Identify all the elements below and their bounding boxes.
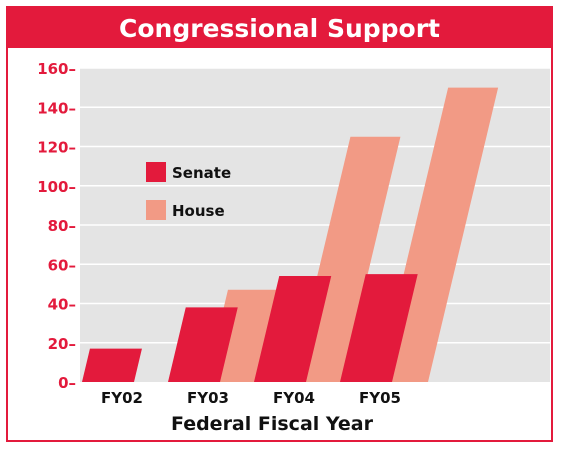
y-tick-label: 140–: [37, 99, 76, 117]
y-tick-label: 100–: [37, 178, 76, 196]
x-axis-categories: FY02 FY03 FY04 FY05: [101, 389, 401, 407]
x-category-label: FY02: [101, 389, 143, 407]
legend: Senate House: [146, 162, 231, 220]
x-category-label: FY05: [359, 389, 401, 407]
x-category-label: FY03: [187, 389, 229, 407]
bar-senate-fy04: [254, 276, 332, 382]
bar-senate-fy02: [82, 348, 142, 382]
legend-label-senate: Senate: [172, 164, 231, 182]
chart-title: Congressional Support: [8, 8, 551, 48]
legend-label-house: House: [172, 202, 225, 220]
legend-swatch-senate: [146, 162, 166, 182]
x-category-label: FY04: [273, 389, 315, 407]
y-axis-ticks: 0– 20– 40– 60– 80– 100– 120– 140– 160–: [37, 60, 76, 392]
y-tick-label: 120–: [37, 139, 76, 157]
y-tick-label: 80–: [48, 217, 76, 235]
bar-senate-fy03: [168, 307, 238, 382]
x-axis-title: Federal Fiscal Year: [171, 413, 374, 435]
y-tick-label: 160–: [37, 60, 76, 78]
legend-swatch-house: [146, 200, 166, 220]
y-tick-label: 0–: [58, 374, 76, 392]
bars: [82, 87, 499, 382]
y-tick-label: 20–: [48, 335, 76, 353]
y-tick-label: 40–: [48, 296, 76, 314]
bar-senate-fy05: [340, 274, 418, 382]
y-tick-label: 60–: [48, 256, 76, 274]
